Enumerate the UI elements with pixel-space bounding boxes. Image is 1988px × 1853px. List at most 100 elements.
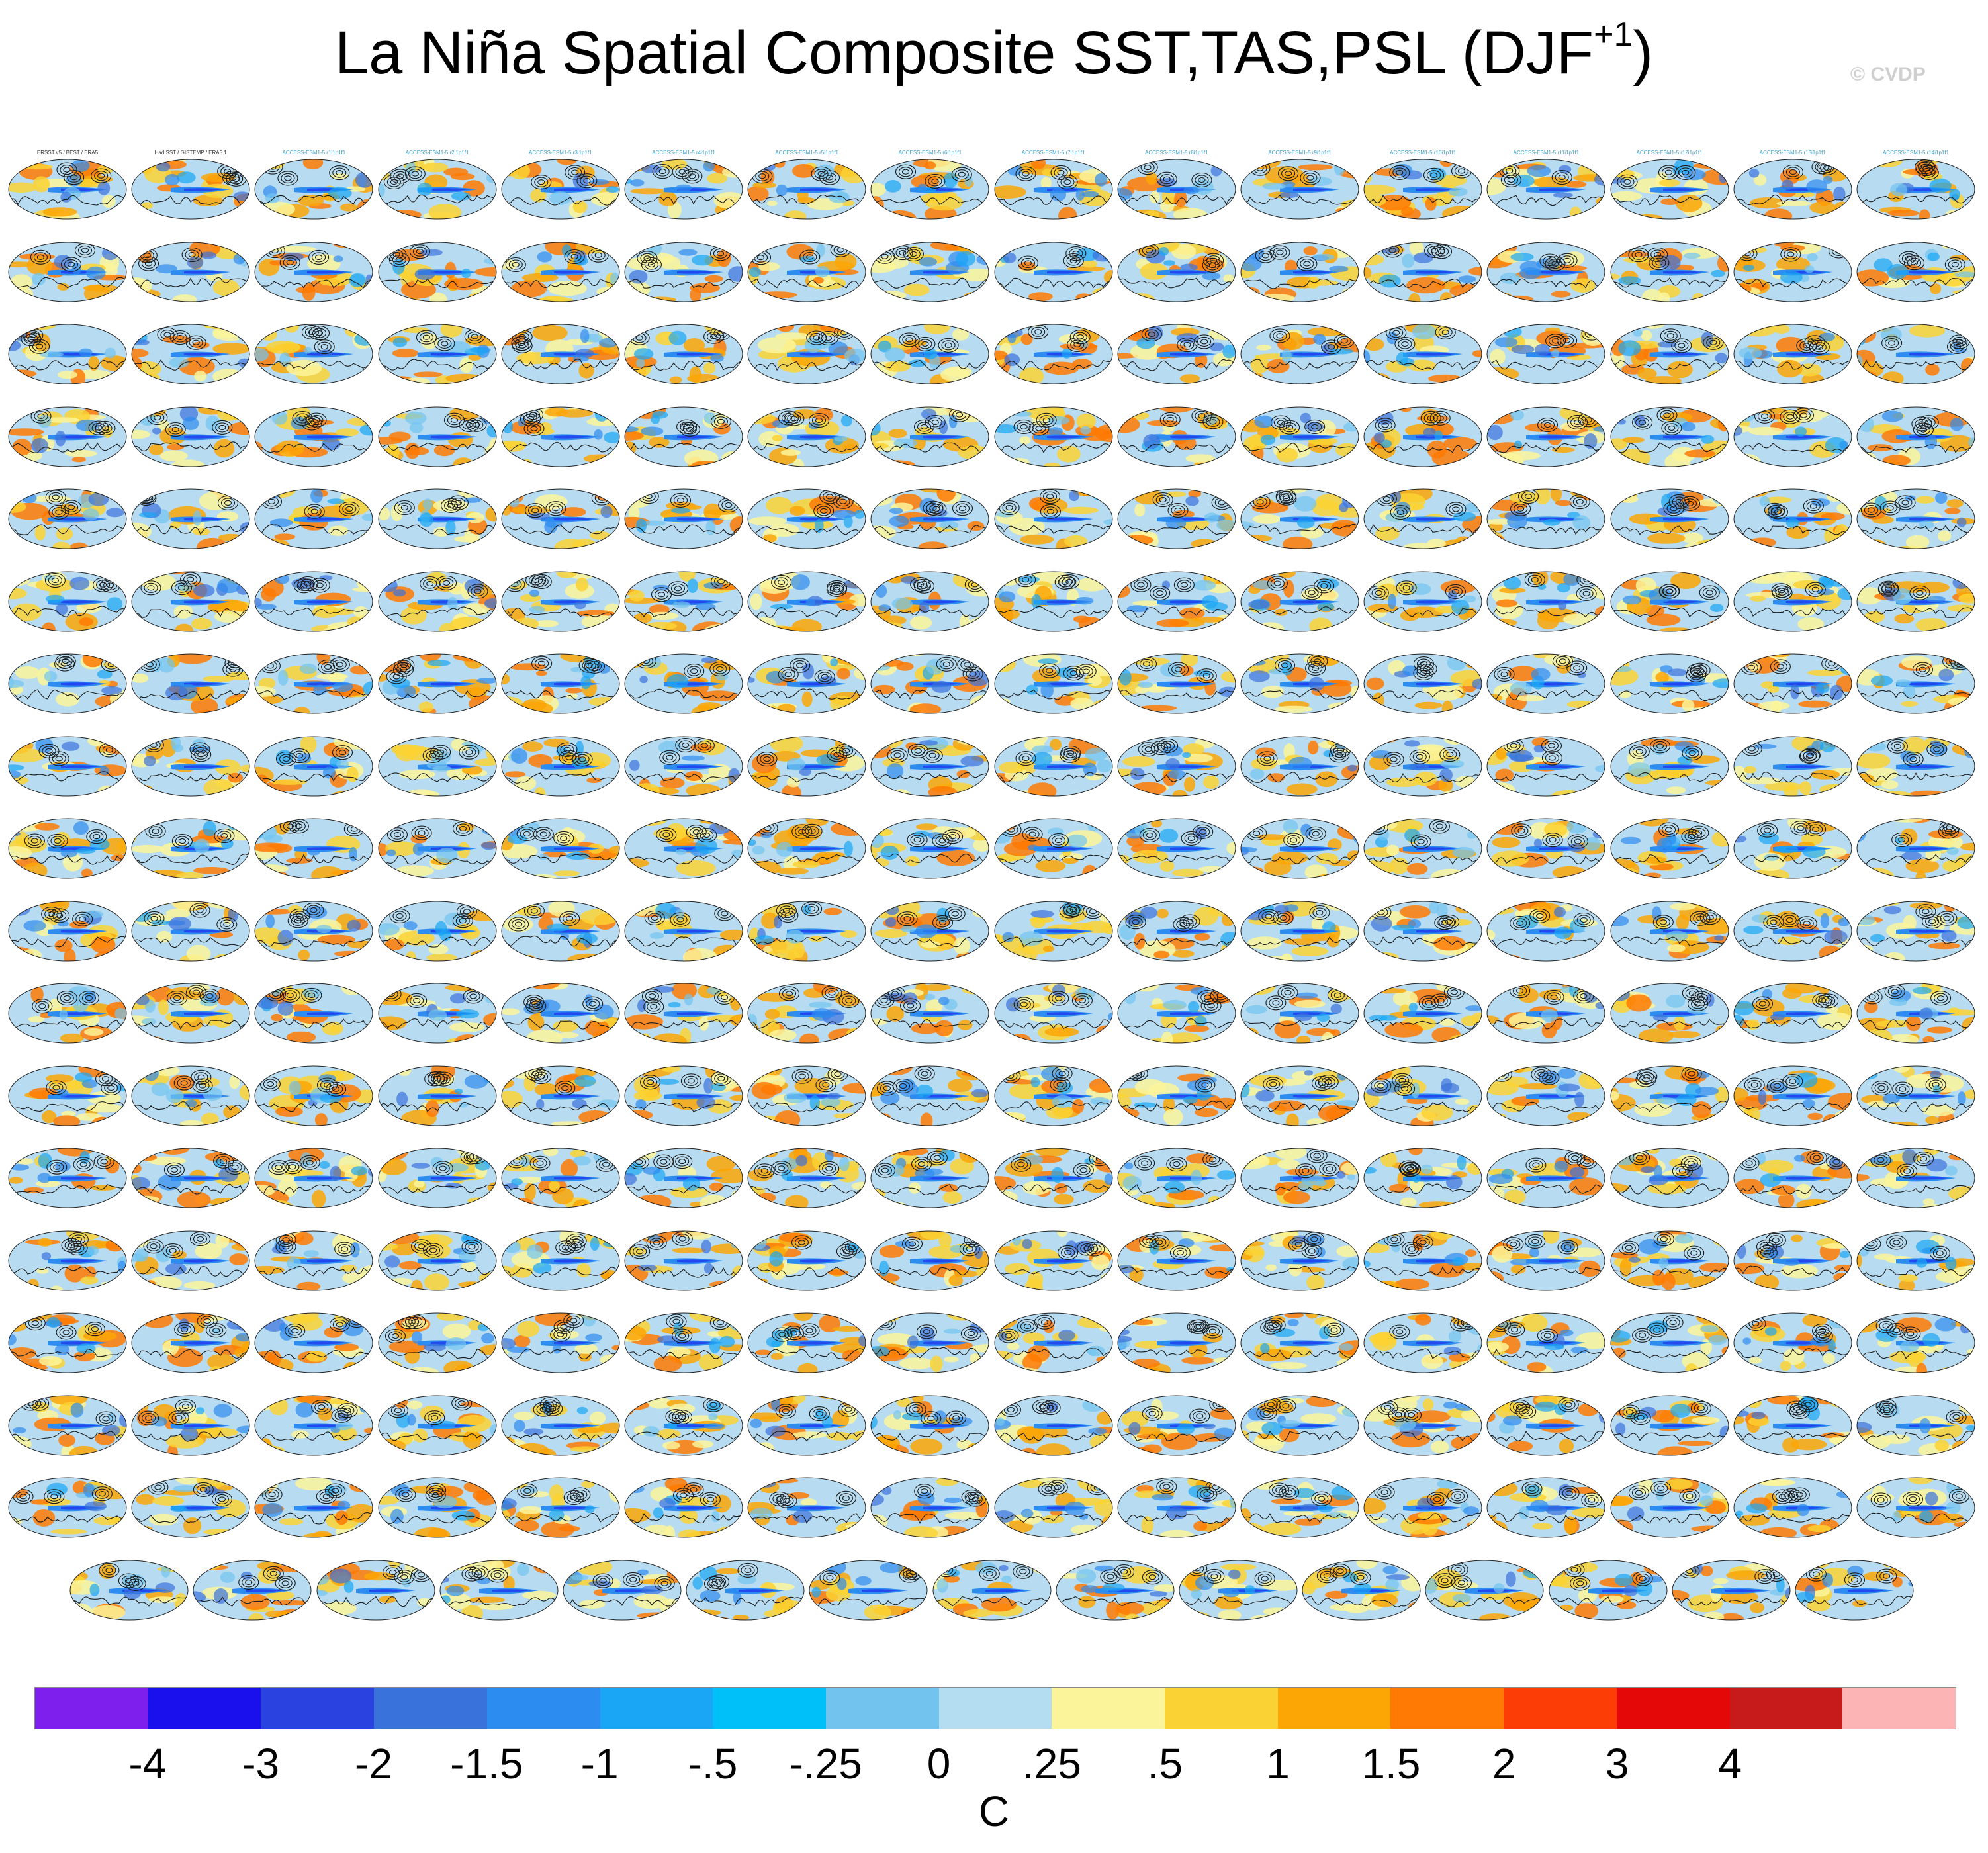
map-panel	[8, 1395, 127, 1456]
colorbar-tick-label: 0	[926, 1740, 951, 1787]
map-panel-title: ACCESS-ESM1-5 r2i1p1f1	[405, 150, 469, 156]
map-panel	[1486, 242, 1605, 302]
map-panel	[747, 324, 866, 384]
map-panel	[747, 736, 866, 797]
colorbar-swatch	[148, 1688, 261, 1729]
map-panel	[747, 983, 866, 1044]
map-panel	[1856, 1148, 1975, 1208]
map-panel	[193, 1560, 312, 1621]
map-panel	[870, 324, 989, 384]
map-panel	[1486, 1230, 1605, 1291]
map-panel	[1610, 1312, 1729, 1373]
map-panel	[1425, 1560, 1544, 1621]
map-panel	[1240, 983, 1359, 1044]
map-panel	[1240, 1312, 1359, 1373]
map-panel	[131, 653, 250, 714]
map-panel	[1240, 488, 1359, 549]
map-panel	[624, 1395, 743, 1456]
map-panel	[870, 1230, 989, 1291]
map-panel	[131, 1065, 250, 1126]
map-panel	[1363, 1148, 1482, 1208]
map-panel	[624, 406, 743, 467]
map-panel: ACCESS-ESM1-5 r9i1p1f1	[1240, 150, 1359, 220]
map-panel	[870, 1477, 989, 1538]
map-panel: ACCESS-ESM1-5 r2i1p1f1	[378, 150, 497, 220]
map-panel	[1240, 736, 1359, 797]
map-panel: ACCESS-ESM1-5 r6i1p1f1	[870, 150, 989, 220]
colorbar-swatch	[261, 1688, 375, 1729]
cvdp-watermark: © CVDP	[1850, 64, 1926, 85]
map-panel	[994, 736, 1113, 797]
map-panel	[1549, 1560, 1668, 1621]
map-panel	[131, 983, 250, 1044]
map-panel	[870, 1065, 989, 1126]
map-panel	[1733, 571, 1852, 632]
map-panel: ACCESS-ESM1-5 r8i1p1f1	[1117, 150, 1236, 220]
map-panel	[1363, 983, 1482, 1044]
map-panel	[378, 1312, 497, 1373]
map-panel	[1240, 1065, 1359, 1126]
map-panel	[1117, 653, 1236, 714]
map-panel	[1486, 1148, 1605, 1208]
map-panel-title: ACCESS-ESM1-5 r10i1p1f1	[1390, 150, 1457, 156]
map-panel	[1486, 571, 1605, 632]
map-panel	[378, 1477, 497, 1538]
map-panel	[1117, 736, 1236, 797]
map-panel	[254, 983, 373, 1044]
map-panel	[1856, 1230, 1975, 1291]
colorbar-swatch	[1052, 1688, 1165, 1729]
map-panel	[994, 1148, 1113, 1208]
map-panel: ACCESS-ESM1-5 r10i1p1f1	[1363, 150, 1482, 220]
map-panel	[1363, 1065, 1482, 1126]
figure-title-superscript: +1	[1594, 15, 1633, 54]
map-panel	[1117, 818, 1236, 879]
colorbar-unit-label: C	[978, 1787, 1010, 1835]
map-panel	[1610, 488, 1729, 549]
map-panel	[378, 653, 497, 714]
map-panel	[624, 488, 743, 549]
map-panel	[501, 983, 620, 1044]
map-panel	[254, 818, 373, 879]
map-panel: ACCESS-ESM1-5 r1i1p1f1	[254, 150, 373, 220]
map-panel	[8, 818, 127, 879]
map-panel	[1363, 653, 1482, 714]
map-panel	[1856, 488, 1975, 549]
map-panel	[1240, 901, 1359, 962]
map-panel	[378, 901, 497, 962]
map-panel	[378, 324, 497, 384]
map-panel	[1856, 324, 1975, 384]
map-panel	[994, 901, 1113, 962]
map-panel-title: ACCESS-ESM1-5 r11i1p1f1	[1513, 150, 1580, 156]
map-panel-title: HadISST / GISTEMP / ERA5.1	[154, 150, 227, 156]
map-panel-title: ACCESS-ESM1-5 r13i1p1f1	[1759, 150, 1826, 156]
map-panel-title: ACCESS-ESM1-5 r6i1p1f1	[898, 150, 962, 156]
map-panel	[1117, 571, 1236, 632]
map-panel	[8, 736, 127, 797]
map-panel	[131, 242, 250, 302]
map-panel	[1486, 406, 1605, 467]
map-panel	[1856, 1395, 1975, 1456]
map-panel	[1733, 1312, 1852, 1373]
map-panel	[1610, 736, 1729, 797]
map-panel	[624, 242, 743, 302]
map-panel	[563, 1560, 682, 1621]
map-panel	[254, 488, 373, 549]
map-panel	[254, 653, 373, 714]
map-panel	[870, 901, 989, 962]
map-panel	[747, 1230, 866, 1291]
map-panel	[1856, 983, 1975, 1044]
map-panel	[501, 1065, 620, 1126]
map-panel	[624, 1312, 743, 1373]
map-panel	[131, 488, 250, 549]
map-panel: ACCESS-ESM1-5 r7i1p1f1	[994, 150, 1113, 220]
map-panel	[1486, 488, 1605, 549]
map-panel: ERSST v5 / BEST / ERA5	[8, 150, 127, 220]
map-panel	[1856, 1477, 1975, 1538]
map-panel	[870, 653, 989, 714]
map-panel	[501, 488, 620, 549]
map-panel	[501, 1312, 620, 1373]
map-panel	[1117, 1477, 1236, 1538]
map-panel	[8, 1477, 127, 1538]
map-panel	[1610, 653, 1729, 714]
map-panel	[1856, 818, 1975, 879]
